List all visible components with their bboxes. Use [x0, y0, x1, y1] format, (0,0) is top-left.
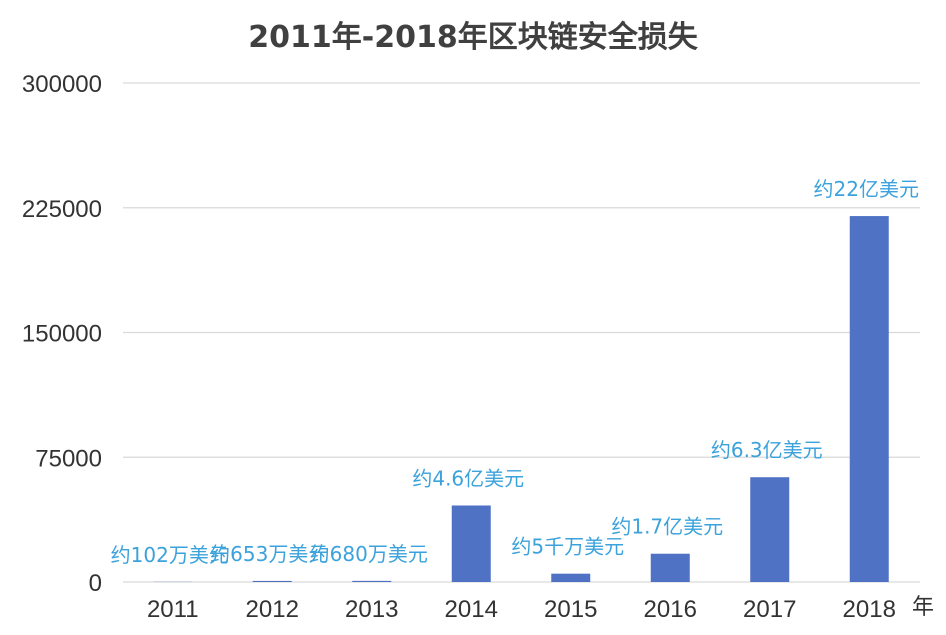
chart-title: 2011年-2018年区块链安全损失	[248, 20, 698, 55]
x-axis-ticks: 2011 2012 2013 2014 2015 2016 2017 2018	[147, 596, 896, 623]
x-tick-label: 2014	[445, 596, 498, 623]
x-tick-label: 2018	[843, 596, 896, 623]
x-tick-label: 2013	[345, 596, 398, 623]
bar-2017	[750, 477, 790, 582]
y-axis-ticks: 0 75000 150000 225000 300000	[22, 71, 102, 597]
x-tick-label: 2016	[644, 596, 697, 623]
y-tick-label: 75000	[35, 445, 102, 472]
y-tick-label: 300000	[22, 71, 102, 98]
x-tick-label: 2015	[544, 596, 597, 623]
bars	[153, 216, 889, 583]
data-label-2013: 约680万美元	[310, 542, 428, 566]
data-label-2016: 约1.7亿美元	[611, 515, 723, 539]
y-tick-label: 150000	[22, 321, 102, 348]
bar-2014	[451, 505, 491, 582]
data-label-2014: 约4.6亿美元	[412, 466, 524, 490]
bar-2018	[849, 216, 889, 583]
bar-2015	[551, 573, 591, 582]
bar-2012	[252, 580, 292, 582]
x-tick-label: 2011	[147, 596, 199, 623]
data-label-2011: 约102万美元	[111, 543, 229, 567]
bar-2013	[352, 580, 392, 582]
data-label-2015: 约5千万美元	[511, 535, 624, 559]
data-label-2017: 约6.3亿美元	[711, 438, 823, 462]
x-tick-label: 2017	[743, 596, 796, 623]
gridlines	[123, 82, 920, 583]
x-tick-label: 2012	[246, 596, 299, 623]
y-tick-label: 225000	[22, 196, 102, 223]
y-tick-label: 0	[89, 570, 102, 597]
data-label-2018: 约22亿美元	[814, 177, 919, 201]
bar-2016	[650, 553, 690, 582]
data-label-2012: 约653万美元	[210, 542, 328, 566]
x-axis-unit: 年	[912, 595, 934, 620]
